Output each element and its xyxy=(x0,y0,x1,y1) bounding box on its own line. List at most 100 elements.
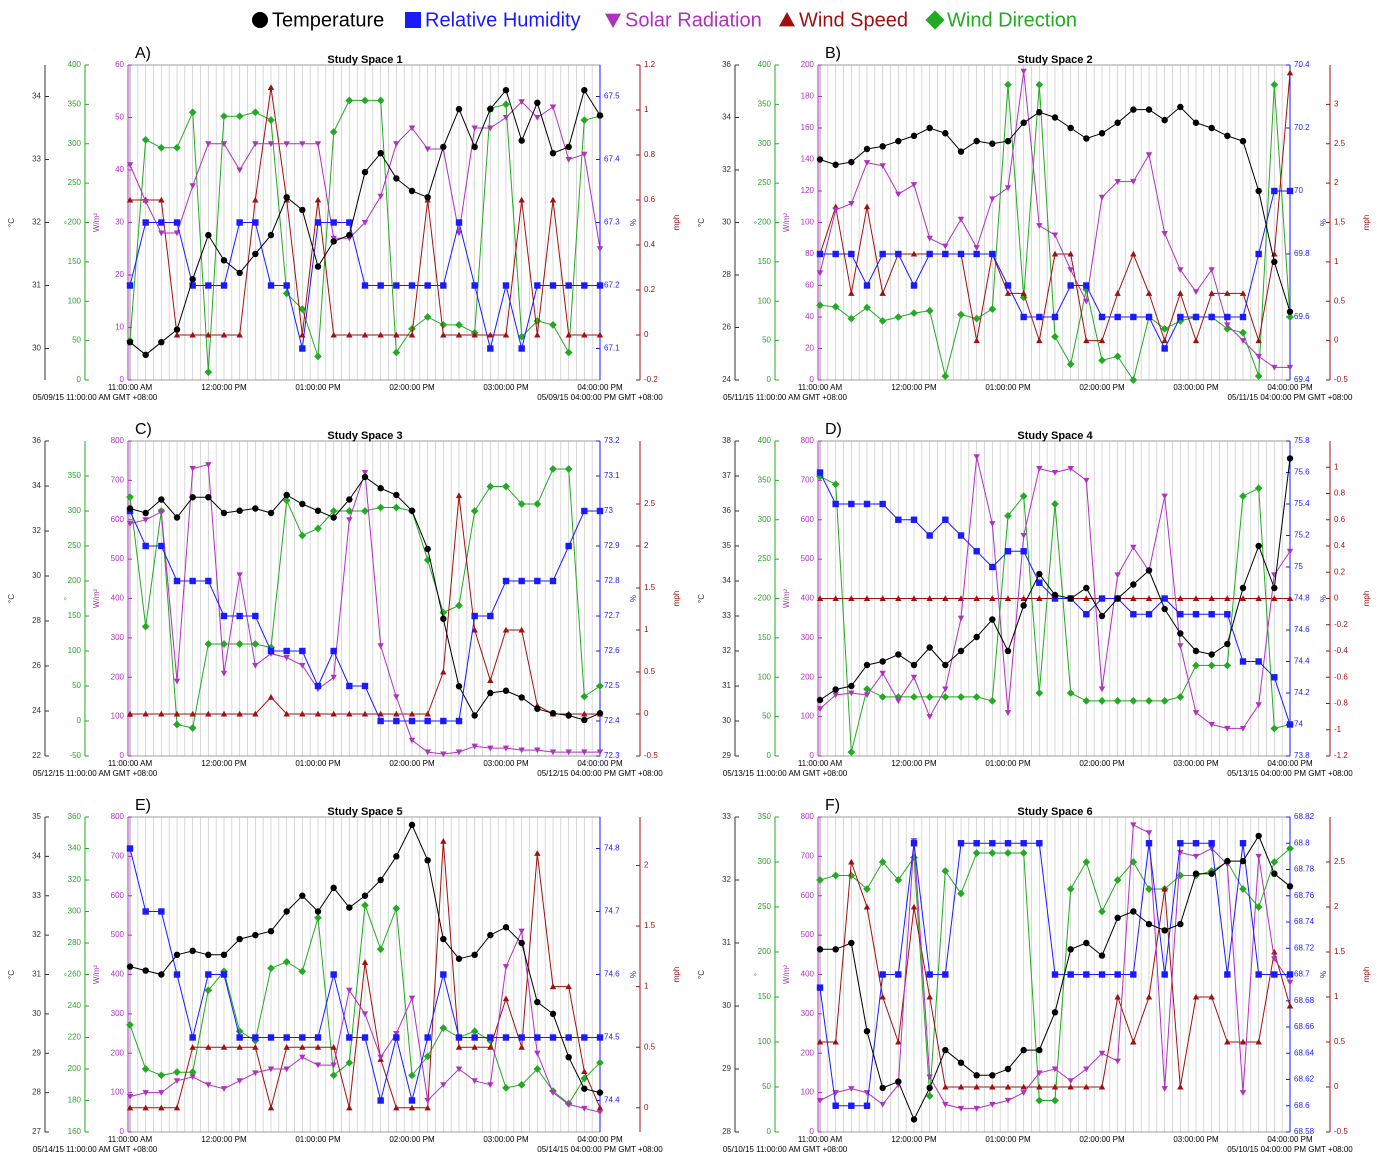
x-tick-label: 04:00:00 PM xyxy=(577,383,623,392)
data-point xyxy=(487,745,494,752)
data-point xyxy=(941,867,950,875)
end-date: 05/09/15 04:00:00 PM GMT +08:00 xyxy=(537,393,663,402)
data-point xyxy=(1020,313,1027,321)
data-point xyxy=(267,116,275,124)
data-point xyxy=(565,331,572,338)
data-point xyxy=(816,1097,824,1104)
data-point xyxy=(1114,290,1121,296)
y-tick-label: 350 xyxy=(758,475,772,484)
data-point xyxy=(424,194,431,201)
y-tick-label: 70 xyxy=(1294,186,1303,195)
data-point xyxy=(142,908,149,915)
y-tick-label: 0 xyxy=(120,375,125,384)
data-point xyxy=(252,505,259,512)
legend-marker xyxy=(779,12,795,27)
y-tick-label: 68.64 xyxy=(1294,1048,1315,1057)
data-point xyxy=(173,577,181,585)
data-point xyxy=(267,647,275,655)
data-point xyxy=(173,514,181,521)
y-tick-label: 2.5 xyxy=(1334,139,1346,148)
y-tick-label: 0.4 xyxy=(644,240,656,249)
data-point xyxy=(1161,885,1168,892)
data-point xyxy=(894,876,903,884)
y-tick-label: 200 xyxy=(68,1064,82,1073)
data-point xyxy=(1113,876,1122,884)
data-point xyxy=(926,971,933,978)
y-tick-label: 0 xyxy=(120,1127,125,1136)
y-tick-label: 100 xyxy=(68,646,82,655)
legend-marker xyxy=(252,12,268,28)
data-point xyxy=(487,677,494,683)
data-point xyxy=(1270,858,1279,866)
y-tick-label: 150 xyxy=(68,257,82,266)
y-tick-label: 150 xyxy=(68,611,82,620)
end-date: 05/11/15 04:00:00 PM GMT +08:00 xyxy=(1228,393,1353,402)
data-point xyxy=(1114,971,1121,978)
y-tick-label: 3 xyxy=(1334,99,1339,108)
data-point xyxy=(252,1070,259,1077)
data-point xyxy=(173,720,181,729)
data-point xyxy=(879,670,886,677)
data-point xyxy=(1161,345,1168,352)
data-point xyxy=(314,141,322,147)
y-tick-label: 1.5 xyxy=(644,583,656,592)
y-tick-label: 100 xyxy=(68,296,82,305)
data-point xyxy=(957,889,965,898)
data-point xyxy=(283,194,290,201)
data-point xyxy=(942,1046,949,1054)
data-point xyxy=(189,1043,196,1050)
data-point xyxy=(471,626,478,633)
data-point xyxy=(299,710,306,717)
data-point xyxy=(1114,313,1121,321)
y-tick-label: -0.6 xyxy=(1334,672,1348,681)
data-point xyxy=(189,1074,196,1081)
data-point xyxy=(267,84,275,91)
data-point xyxy=(1239,328,1247,337)
y-tick-label: 69.8 xyxy=(1294,249,1310,258)
data-point xyxy=(973,1072,980,1079)
y-tick-label: -0.2 xyxy=(644,375,658,384)
data-point xyxy=(189,577,196,585)
data-point xyxy=(205,1082,212,1088)
start-date: 05/10/15 11:00:00 AM GMT +08:00 xyxy=(723,1145,848,1153)
y-tick-label: 80 xyxy=(805,249,814,258)
data-point xyxy=(879,500,886,508)
data-point xyxy=(848,290,855,296)
data-point xyxy=(1145,290,1153,296)
data-point xyxy=(518,99,525,105)
y-tick-label: 100 xyxy=(758,672,772,681)
y-tick-label: 37 xyxy=(722,471,731,480)
axis-unit: ° xyxy=(63,973,72,976)
y-tick-label: 0.2 xyxy=(1334,567,1346,576)
data-point xyxy=(1224,640,1231,648)
data-point xyxy=(314,352,322,361)
data-point xyxy=(1113,352,1122,361)
data-point xyxy=(518,928,525,935)
y-tick-label: 0.6 xyxy=(1334,515,1346,524)
x-tick-label: 03:00:00 PM xyxy=(1173,759,1219,768)
data-point xyxy=(942,243,949,250)
y-tick-label: 0 xyxy=(1334,1082,1339,1091)
data-point xyxy=(989,1101,996,1108)
y-tick-label: 0.5 xyxy=(1334,296,1346,305)
data-point xyxy=(549,710,557,717)
data-point xyxy=(283,710,290,717)
data-point xyxy=(942,661,949,669)
data-point xyxy=(596,1104,604,1111)
data-point xyxy=(1129,376,1138,384)
y-tick-label: 0.6 xyxy=(644,195,656,204)
data-point xyxy=(361,959,369,965)
data-point xyxy=(1083,1083,1090,1090)
data-point xyxy=(158,542,165,550)
data-point xyxy=(345,96,354,105)
data-point xyxy=(393,331,400,338)
data-point xyxy=(1224,725,1231,732)
x-tick-label: 02:00:00 PM xyxy=(389,383,435,392)
data-point xyxy=(1177,840,1184,847)
data-point xyxy=(596,282,604,289)
data-point xyxy=(926,124,933,132)
data-point xyxy=(158,339,165,346)
y-tick-label: 68.58 xyxy=(1294,1127,1315,1136)
data-point xyxy=(487,1034,494,1041)
data-point xyxy=(957,216,965,223)
